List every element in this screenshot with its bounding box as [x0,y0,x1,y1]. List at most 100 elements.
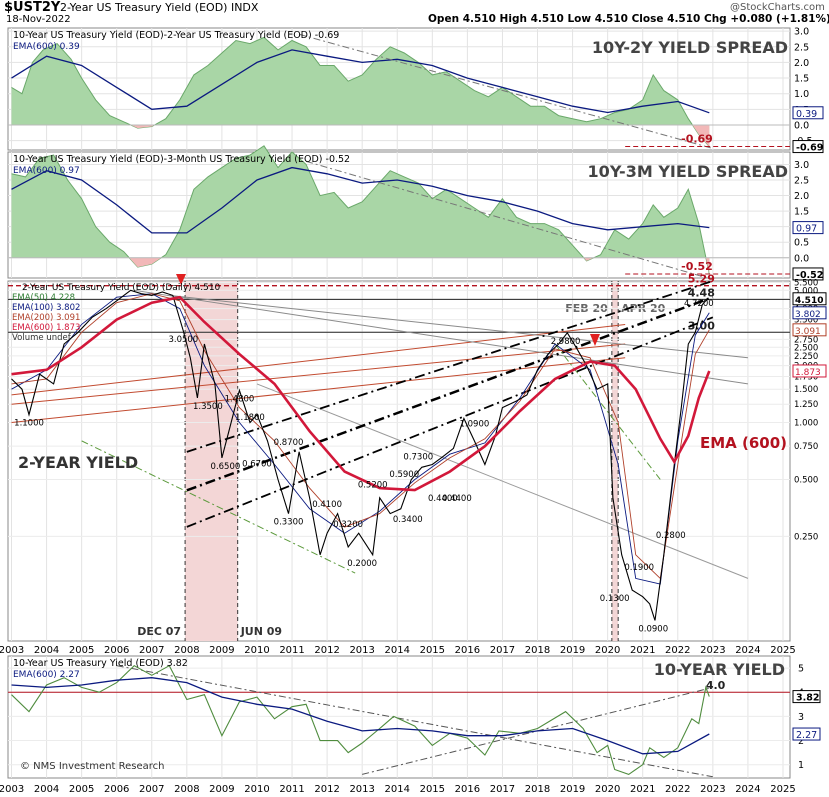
value-tag [792,323,827,337]
recession-shade [611,281,619,641]
x-tick-label: 2017 [490,784,515,795]
x-tick-label: 2010 [244,784,269,795]
spread-line [11,36,710,147]
panel-frame-3 [7,655,791,779]
legend-ema: EMA(600) 2.27 [13,670,80,680]
x-tick-label: 2024 [735,645,760,656]
fan-line [134,289,748,385]
x-tick-label: 2020 [595,784,620,795]
value-label: 4.7200 [684,299,714,309]
x-tick-label: 2013 [349,645,374,656]
y-tick-label: 2.5 [794,42,809,53]
watermark: @StockCharts.com [730,2,825,13]
value-label: 1.3500 [193,402,223,412]
x-tick-label: 2022 [665,645,690,656]
x-tick-label: 2015 [420,784,445,795]
legend-spread: 10-Year US Treasury Yield (EOD)-3-Month … [13,154,350,165]
quote-line: Open 4.510 High 4.510 Low 4.510 Close 4.… [428,13,829,25]
value-label: 0.7300 [403,452,433,462]
fan-line [256,383,749,579]
x-tick-label: 2023 [700,784,725,795]
y-tick-label: 2.500 [794,343,818,353]
level-label: 5.29 [688,273,715,286]
value-label: 3.0500 [168,335,198,345]
value-label: 0.8700 [274,438,304,448]
value-tag-label: 3.091 [795,327,821,337]
top-arrow [590,334,600,346]
value-label: 0.3200 [333,520,363,530]
value-tag-label: 2.27 [796,730,817,741]
legend-ema100: EMA(100) 3.802 [12,303,80,313]
last-value-label: -0.52 [681,260,713,273]
panel-title: 10Y-3M YIELD SPREAD [588,162,788,181]
x-tick-label: 2007 [139,645,164,656]
value-label: 2.9800 [551,337,581,347]
value-label: 0.6700 [242,459,272,469]
value-tag [792,727,821,741]
level-label: 4.0 [706,679,726,692]
trend-line [116,665,713,778]
level-label: 4.48 [688,286,715,299]
x-tick-label: 2016 [455,645,480,656]
y-tick-label: 2.5 [794,176,809,187]
channel-line [186,295,714,492]
y-tick-label: 0.0 [794,253,809,264]
x-tick-label: 2006 [104,645,129,656]
y-tick-label: 0.750 [794,442,818,452]
ema600-line [11,166,710,234]
spread-area [11,145,710,274]
x-tick-label: 2003 [0,645,24,656]
value-label: 0.1900 [624,563,654,573]
legend-price: 2-Year US Treasury Yield (EOD) (Daily) 4… [22,283,221,293]
y-tick-label: 1.250 [794,400,818,410]
y-tick-label: 3.0 [794,27,809,38]
value-tag-label: 4.510 [795,296,823,306]
ema-tag-label: 0.97 [796,224,817,235]
value-label: 0.5900 [389,470,419,480]
last-value-label: -0.69 [681,133,713,146]
last-value-tag-label: -0.69 [796,143,823,154]
value-label: 0.2000 [347,559,377,569]
legend-ema: EMA(600) 0.39 [13,42,80,52]
x-tick-label: 2009 [209,645,234,656]
legend-volume: Volume undef [12,333,72,343]
trend-line [298,33,713,149]
x-tick-label: 2018 [525,784,550,795]
y-tick-label: 5 [798,664,804,675]
top-arrow [176,274,186,285]
panel-title: 10-YEAR YIELD [654,660,785,679]
x-tick-label: 2018 [525,645,550,656]
value-tag-label: 3.802 [795,310,821,320]
y-tick-label: 0.500 [794,475,818,485]
x-tick-label: 2004 [34,784,59,795]
legend-spread: 10-Year US Treasury Yield (EOD)-2-Year U… [13,30,339,41]
x-tick-label: 2009 [209,784,234,795]
y-tick-label: 5.000 [794,286,818,296]
y-tick-label: 1.5 [794,74,809,85]
y-tick-label: 0.250 [794,532,818,542]
value-label: 0.4400 [428,494,458,504]
y-tick-label: 1.0 [794,89,809,100]
value-label: 1.1800 [235,413,265,423]
x-tick-label: 2019 [560,645,585,656]
x-tick-label: 2007 [139,784,164,795]
x-tick-label: 2021 [630,784,655,795]
ema-tag [792,106,824,120]
fan-line [11,323,626,396]
x-tick-label: 2019 [560,784,585,795]
shade-start-label: DEC 07 [137,625,181,638]
ema200-line [11,293,710,580]
x-tick-label: 2008 [174,784,199,795]
fan-line [554,343,661,480]
x-tick-label: 2025 [770,784,795,795]
legend-ema600: EMA(600) 1.873 [12,323,80,333]
y-tick-label: 0.0 [794,120,809,131]
x-tick-label: 2005 [69,645,94,656]
ema-annotation: EMA (600) [700,434,787,452]
panel-title: 10Y-2Y YIELD SPREAD [592,38,788,57]
last-value-tag-label: -0.52 [796,270,823,281]
y-tick-label: 2.0 [794,191,809,202]
value-label: 0.3400 [393,515,423,525]
x-tick-label: 2005 [69,784,94,795]
